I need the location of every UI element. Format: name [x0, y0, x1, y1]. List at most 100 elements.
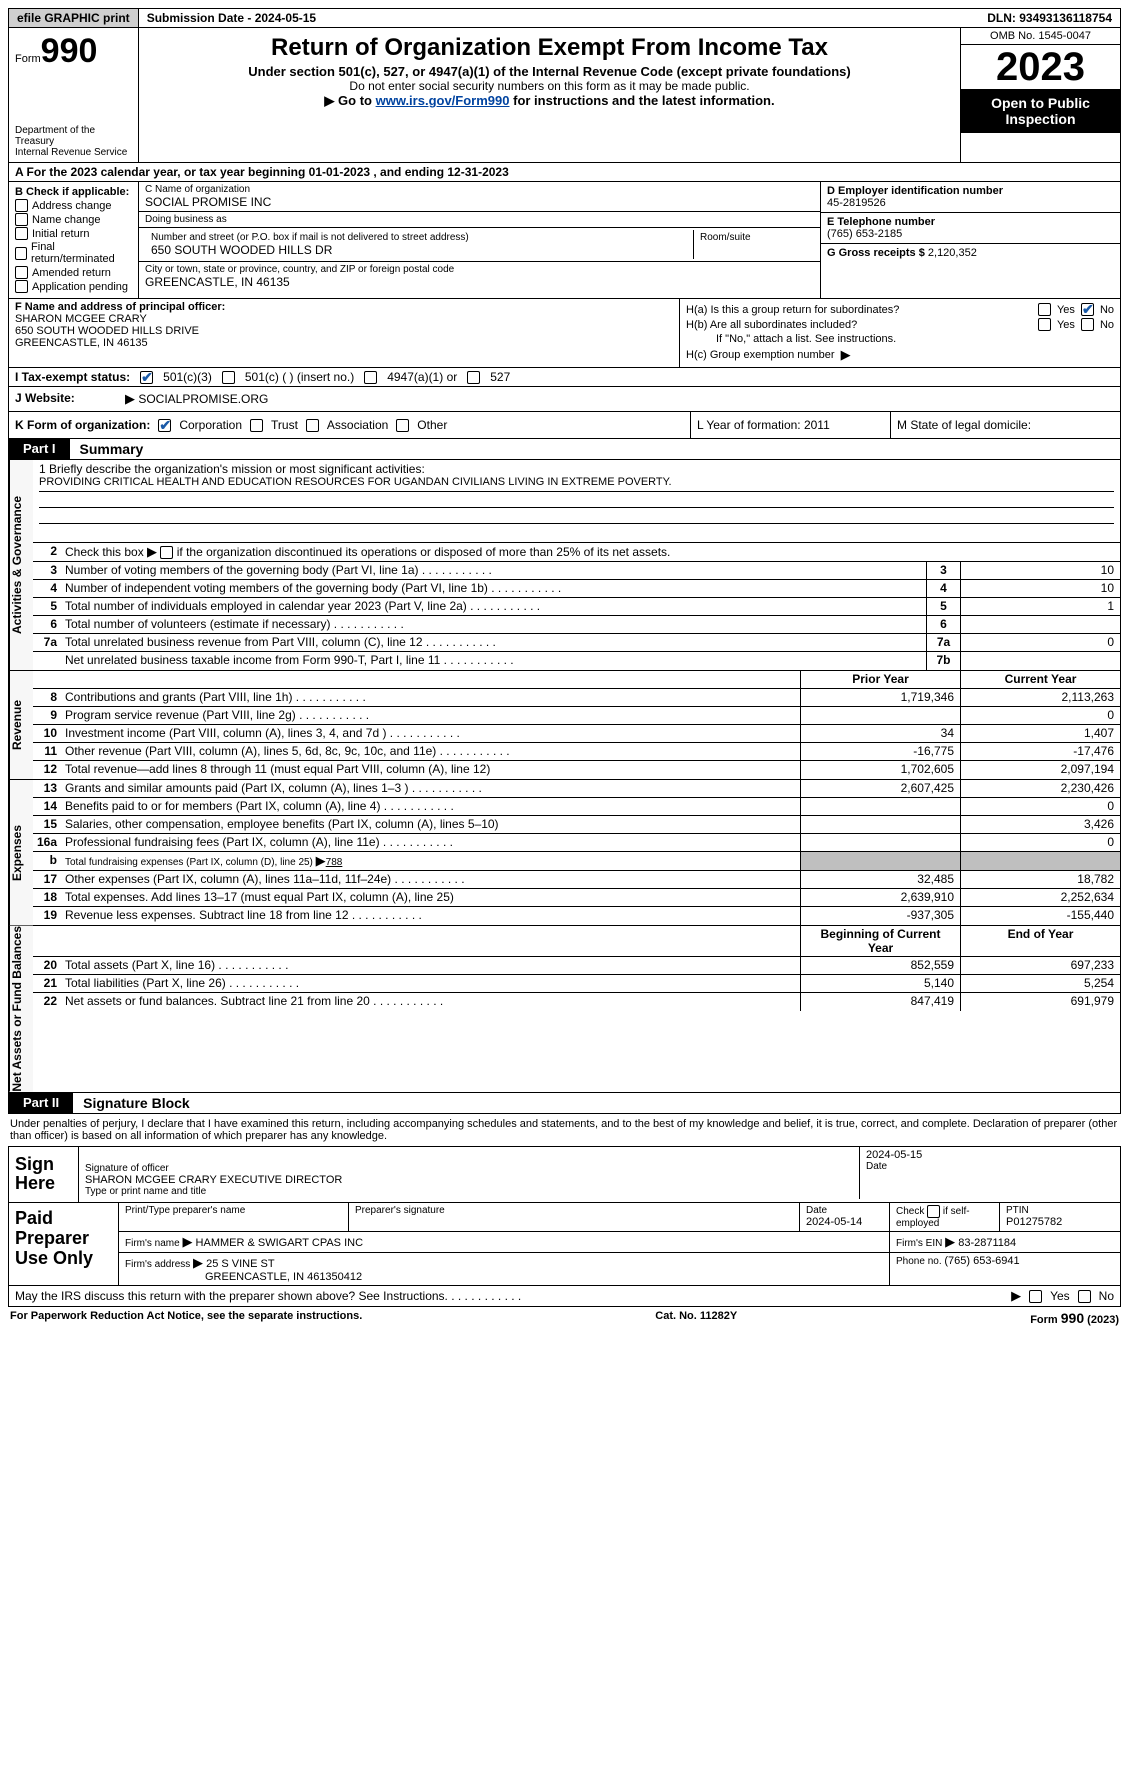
fundraising-exp: 788 [326, 857, 343, 868]
form-of-org-row: K Form of organization: Corporation Trus… [8, 412, 1121, 439]
hb-no[interactable] [1081, 318, 1094, 331]
may-discuss-row: May the IRS discuss this return with the… [8, 1286, 1121, 1307]
checkbox-address-change[interactable] [15, 199, 28, 212]
city-state-zip: GREENCASTLE, IN 46135 [145, 275, 814, 289]
dept-treasury: Department of the TreasuryInternal Reven… [15, 125, 132, 158]
v-line5: 1 [960, 598, 1120, 615]
c14: 0 [960, 798, 1120, 815]
checkbox-amended[interactable] [15, 266, 28, 279]
c19: -155,440 [960, 907, 1120, 925]
officer-line1: SHARON MCGEE CRARY [15, 313, 673, 325]
ptin: P01275782 [1006, 1216, 1114, 1228]
p8: 1,719,346 [800, 689, 960, 706]
cb-527[interactable] [467, 371, 480, 384]
p15 [800, 816, 960, 833]
checkbox-name-change[interactable] [15, 213, 28, 226]
website-row: J Website: ▶ SOCIALPROMISE.ORG [8, 387, 1121, 412]
topbar: efile GRAPHIC print Submission Date - 20… [8, 8, 1121, 28]
v-line3: 10 [960, 562, 1120, 579]
box-deg: D Employer identification number45-28195… [820, 182, 1120, 298]
officer-signature-name: SHARON MCGEE CRARY EXECUTIVE DIRECTOR [85, 1174, 853, 1186]
box-fh: F Name and address of principal officer:… [8, 299, 1121, 368]
p9 [800, 707, 960, 724]
mission-q: 1 Briefly describe the organization's mi… [39, 462, 1114, 476]
ein: 45-2819526 [827, 197, 886, 209]
cb-other[interactable] [396, 419, 409, 432]
firm-ein: 83-2871184 [958, 1237, 1016, 1249]
c12: 2,097,194 [960, 761, 1120, 779]
cb-association[interactable] [306, 419, 319, 432]
b20: 852,559 [800, 957, 960, 974]
org-name: SOCIAL PROMISE INC [145, 195, 814, 209]
p12: 1,702,605 [800, 761, 960, 779]
part1-header: Part I Summary [8, 439, 1121, 460]
street-address: 650 SOUTH WOODED HILLS DR [151, 243, 687, 257]
cb-trust[interactable] [250, 419, 263, 432]
form-title: Return of Organization Exempt From Incom… [147, 34, 952, 62]
p14 [800, 798, 960, 815]
officer-line2: 650 SOUTH WOODED HILLS DRIVE [15, 325, 673, 337]
p11: -16,775 [800, 743, 960, 760]
sign-here-block: Sign Here Signature of officerSHARON MCG… [8, 1146, 1121, 1204]
no-ssn-note: Do not enter social security numbers on … [147, 79, 952, 93]
cb-4947[interactable] [364, 371, 377, 384]
efile-print-button[interactable]: efile GRAPHIC print [9, 9, 139, 27]
section-netassets: Net Assets or Fund Balances Beginning of… [8, 926, 1121, 1093]
checkbox-app-pending[interactable] [15, 280, 28, 293]
c16a: 0 [960, 834, 1120, 851]
may-no[interactable] [1078, 1290, 1091, 1303]
officer-line3: GREENCASTLE, IN 46135 [15, 337, 673, 349]
v-line7b [960, 652, 1120, 670]
cb-501c[interactable] [222, 371, 235, 384]
penalties-declaration: Under penalties of perjury, I declare th… [8, 1114, 1121, 1146]
cb-self-employed[interactable] [927, 1205, 940, 1218]
v-line7a: 0 [960, 634, 1120, 651]
period-line: A For the 2023 calendar year, or tax yea… [8, 163, 1121, 182]
ha-yes[interactable] [1038, 303, 1051, 316]
hb-yes[interactable] [1038, 318, 1051, 331]
cb-discontinued[interactable] [160, 546, 173, 559]
checkbox-initial-return[interactable] [15, 227, 28, 240]
prep-date: 2024-05-14 [806, 1216, 883, 1228]
p17: 32,485 [800, 871, 960, 888]
website: SOCIALPROMISE.ORG [138, 392, 268, 406]
tax-exempt-row: I Tax-exempt status: 501(c)(3) 501(c) ( … [8, 368, 1121, 387]
irs-link[interactable]: www.irs.gov/Form990 [376, 93, 510, 108]
may-yes[interactable] [1029, 1290, 1042, 1303]
goto-line: ▶ Go to www.irs.gov/Form990 for instruct… [147, 93, 952, 109]
checkbox-final-return[interactable] [15, 247, 27, 260]
p16a [800, 834, 960, 851]
p13: 2,607,425 [800, 780, 960, 797]
part2-header: Part II Signature Block [8, 1093, 1121, 1114]
vtab-governance: Activities & Governance [9, 460, 33, 670]
p18: 2,639,910 [800, 889, 960, 906]
page-footer: For Paperwork Reduction Act Notice, see … [8, 1307, 1121, 1329]
section-expenses: Expenses 13Grants and similar amounts pa… [8, 780, 1121, 926]
cb-501c3[interactable] [140, 371, 153, 384]
firm-phone: (765) 653-6941 [944, 1255, 1019, 1267]
paid-preparer-block: Paid Preparer Use Only Print/Type prepar… [8, 1203, 1121, 1286]
b22: 847,419 [800, 993, 960, 1011]
submission-date: Submission Date - 2024-05-15 [139, 9, 980, 27]
section-revenue: Revenue Prior YearCurrent Year 8Contribu… [8, 671, 1121, 780]
state-domicile: M State of legal domicile: [890, 412, 1120, 438]
box-b-label: B Check if applicable: [15, 186, 132, 198]
tax-year: 2023 [961, 45, 1120, 89]
c17: 18,782 [960, 871, 1120, 888]
cb-corporation[interactable] [158, 419, 171, 432]
box-b: B Check if applicable: Address change Na… [9, 182, 139, 298]
section-governance: Activities & Governance 1 Briefly descri… [8, 460, 1121, 671]
dln: DLN: 93493136118754 [979, 9, 1120, 27]
c9: 0 [960, 707, 1120, 724]
open-to-public: Open to Public Inspection [961, 89, 1120, 133]
form-subtitle: Under section 501(c), 527, or 4947(a)(1)… [147, 64, 952, 79]
c10: 1,407 [960, 725, 1120, 742]
p19: -937,305 [800, 907, 960, 925]
firm-addr1: 25 S VINE ST [206, 1258, 274, 1270]
ha-no[interactable] [1081, 303, 1094, 316]
gross-receipts: 2,120,352 [928, 247, 977, 259]
firm-name: HAMMER & SWIGART CPAS INC [196, 1237, 363, 1249]
p10: 34 [800, 725, 960, 742]
e22: 691,979 [960, 993, 1120, 1011]
b21: 5,140 [800, 975, 960, 992]
